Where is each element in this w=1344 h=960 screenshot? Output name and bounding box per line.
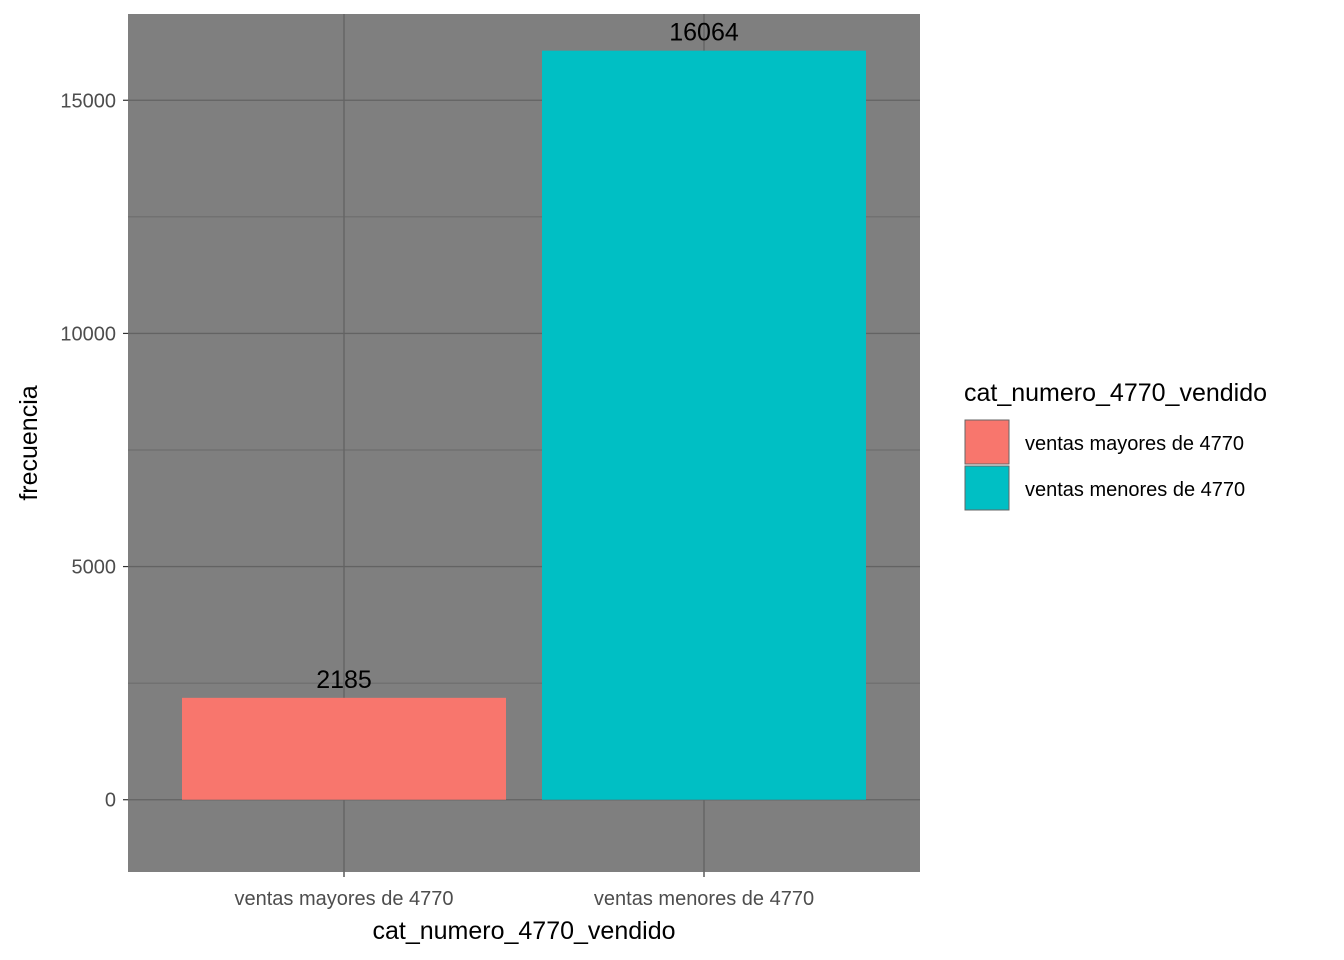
bar-value-label: 2185 — [316, 666, 372, 694]
x-tick-label: ventas mayores de 4770 — [234, 888, 453, 910]
legend-title: cat_numero_4770_vendido — [964, 379, 1267, 407]
y-tick-label: 15000 — [60, 90, 116, 112]
y-tick-label: 0 — [105, 790, 116, 812]
data-labels: 2185 16064 — [316, 19, 739, 694]
y-axis: 0 5000 10000 15000 — [60, 90, 128, 812]
bar — [542, 50, 866, 800]
y-tick-label: 5000 — [72, 557, 117, 579]
y-tick-label: 10000 — [60, 323, 116, 345]
x-axis: ventas mayores de 4770 ventas menores de … — [234, 872, 814, 910]
bar-value-label: 16064 — [669, 19, 739, 47]
legend-label: ventas mayores de 4770 — [1025, 433, 1244, 455]
bars — [182, 50, 866, 800]
legend-label: ventas menores de 4770 — [1025, 479, 1245, 501]
x-axis-title: cat_numero_4770_vendido — [372, 917, 675, 945]
legend: cat_numero_4770_vendido ventas mayores d… — [964, 379, 1267, 511]
bar — [182, 697, 506, 800]
y-axis-title: frecuencia — [15, 385, 43, 500]
x-tick-label: ventas menores de 4770 — [594, 888, 814, 910]
legend-key — [964, 419, 1010, 465]
legend-key — [964, 465, 1010, 511]
